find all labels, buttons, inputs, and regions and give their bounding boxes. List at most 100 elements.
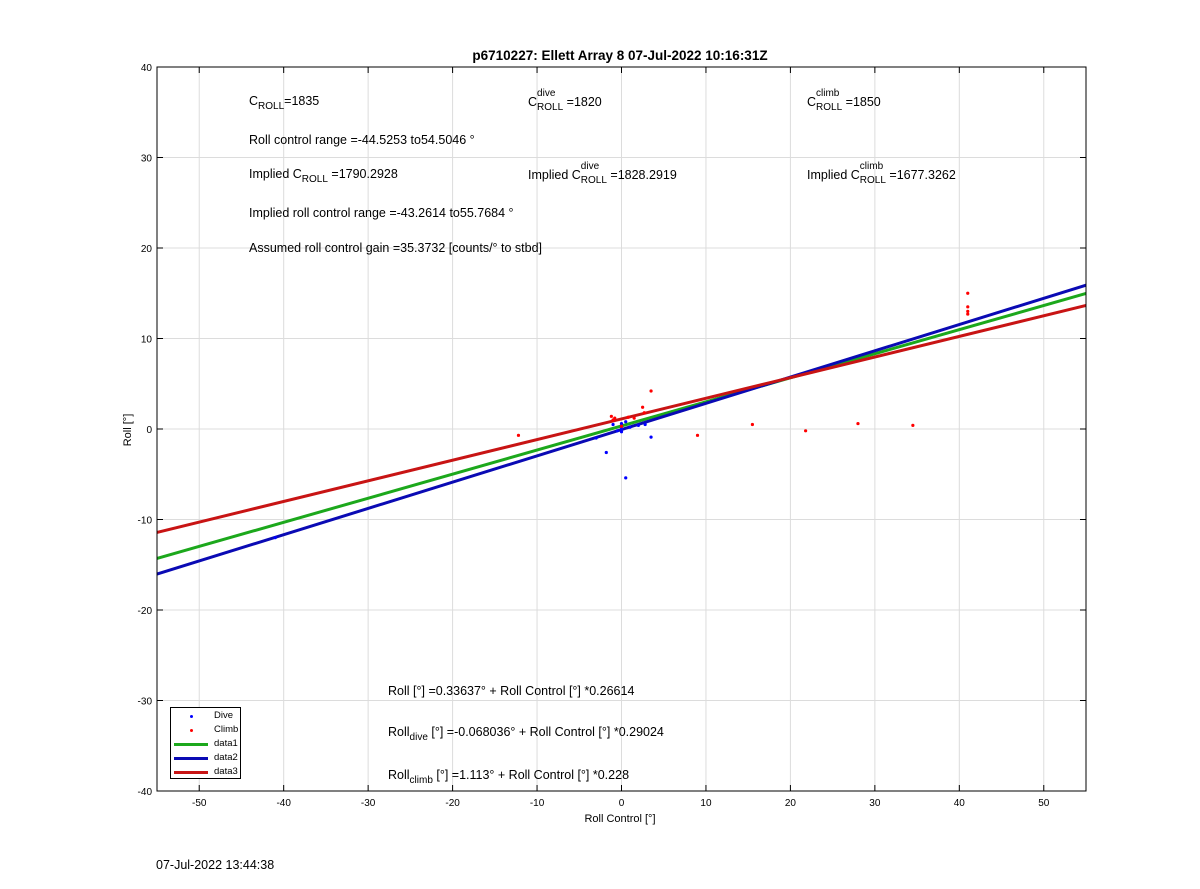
x-tick-label: -50 (192, 798, 207, 809)
data-point-dive (643, 422, 647, 427)
roll-subscript: ROLL (537, 102, 564, 113)
data-point-climb (641, 405, 645, 409)
x-tick-label: 20 (785, 798, 797, 809)
implied-roll-control-range: Implied roll control range =-43.2614 to5… (249, 206, 514, 220)
data-point-dive (273, 536, 277, 540)
data-point-climb (642, 411, 646, 415)
legend-marker-climb (190, 729, 193, 732)
roll-subscript: ROLL (816, 102, 843, 113)
c-letter: C (807, 95, 817, 109)
legend-label-data3: data3 (214, 766, 238, 777)
y-tick-label: -40 (138, 787, 153, 798)
c-roll-value: =1835 (284, 94, 320, 108)
data-point-dive (604, 450, 608, 455)
roll-subscript: ROLL (580, 175, 607, 186)
data-point-climb (649, 389, 653, 393)
deg-suffix: [°] (427, 725, 447, 739)
x-tick-label: -10 (530, 798, 545, 809)
data-point-dive (611, 422, 615, 427)
implied-c-roll-dive-value: =1828.2919 (610, 168, 677, 182)
y-tick-label: 40 (141, 63, 153, 74)
fit-climb-value: =1.113° + Roll Control [°] *0.228 (451, 768, 630, 782)
data-point-dive (624, 420, 628, 424)
c-roll-dive-value: =1820 (566, 95, 602, 109)
y-tick-label: -20 (138, 606, 153, 617)
legend-label-climb: Climb (214, 724, 239, 735)
fit-equation-climb: Rollclimb [°] =1.113° + Roll Control [°]… (388, 768, 630, 786)
c-roll-climb-value: =1850 (845, 95, 881, 109)
x-axis-label: Roll Control [°] (584, 813, 655, 825)
implied-c-roll-annotation: Implied CROLL =1790.2928 (249, 167, 398, 185)
roll-control-gain: Assumed roll control gain =35.3732 [coun… (249, 241, 543, 255)
y-tick-label: 0 (146, 425, 152, 436)
climb-superscript: climb (816, 88, 840, 99)
legend-item-dive: Dive (171, 710, 241, 722)
dive-superscript: dive (580, 161, 600, 172)
data-point-climb (695, 433, 700, 437)
roll-word: Roll (388, 725, 410, 739)
y-tick-label: -30 (138, 697, 153, 708)
roll-subscript: ROLL (258, 101, 285, 112)
implied-c-roll-climb-value: =1677.3262 (889, 168, 956, 182)
data-point-climb (750, 422, 755, 427)
x-tick-label: -40 (276, 798, 291, 809)
deg-suffix: [°] (432, 768, 452, 782)
legend-label-data2: data2 (214, 752, 238, 763)
legend-line-data2 (174, 757, 208, 760)
x-tick-label: 0 (619, 798, 625, 809)
legend-item-data3: data3 (171, 766, 241, 778)
data-point-climb (911, 423, 915, 427)
legend-marker-dive (190, 715, 193, 718)
x-tick-label: -20 (445, 798, 460, 809)
fit-dive-value: =-0.068036° + Roll Control [°] *0.29024 (446, 725, 664, 739)
legend-line-data1 (174, 743, 208, 746)
data-point-dive (628, 425, 632, 429)
legend-item-data1: data1 (171, 738, 241, 750)
climb-subscript: climb (409, 775, 433, 786)
x-tick-label: 50 (1038, 798, 1050, 809)
data-point-climb (609, 414, 613, 418)
implied-label: Implied C (807, 168, 860, 182)
data-point-climb (966, 305, 970, 309)
fit-line-data3 (156, 303, 1087, 534)
climb-superscript: climb (859, 161, 884, 172)
chart-title: p6710227: Ellett Array 8 07-Jul-2022 10:… (472, 48, 767, 63)
implied-label: Implied C (528, 168, 581, 182)
data-point-dive (615, 429, 619, 433)
fit-all-value: =0.33637° + Roll Control [°] *0.26614 (428, 684, 635, 698)
x-tick-label: 30 (869, 798, 881, 809)
data-point-climb (804, 429, 808, 433)
data-point-climb (966, 291, 970, 295)
c-letter: C (528, 95, 538, 109)
roll-subscript: ROLL (301, 174, 328, 185)
roll-word: Roll (388, 768, 410, 782)
legend-label-data1: data1 (214, 738, 238, 749)
implied-label: Implied C (249, 167, 302, 181)
legend-item-climb: Climb (171, 724, 241, 736)
roll-control-range: Roll control range =-44.5253 to54.5046 ° (249, 133, 475, 147)
y-tick-label: 20 (141, 244, 153, 255)
x-tick-label: 40 (954, 798, 966, 809)
footer-timestamp: 07-Jul-2022 13:44:38 (156, 858, 275, 872)
data-point-climb (966, 312, 970, 316)
x-tick-label: 10 (700, 798, 712, 809)
y-tick-label: -10 (138, 516, 153, 527)
c-letter: C (249, 94, 259, 108)
data-point-dive (619, 427, 624, 431)
fit-equation-dive: Rolldive [°] =-0.068036° + Roll Control … (388, 725, 664, 743)
y-axis-label: Roll [°] (122, 414, 134, 447)
data-point-dive (594, 436, 598, 440)
data-point-climb (619, 424, 624, 428)
roll-unit-label: Roll [°] (388, 684, 429, 698)
data-point-dive (649, 435, 653, 439)
data-point-climb (966, 309, 970, 313)
ticks: -50 -40 -30 -20 -10 0 10 20 30 40 50 -40 -30 -20 -10 0 1… (138, 63, 1086, 809)
legend: Dive Climb data1 data2 data3 (170, 707, 241, 779)
data-point-dive (636, 423, 640, 427)
legend-line-data3 (174, 771, 208, 774)
